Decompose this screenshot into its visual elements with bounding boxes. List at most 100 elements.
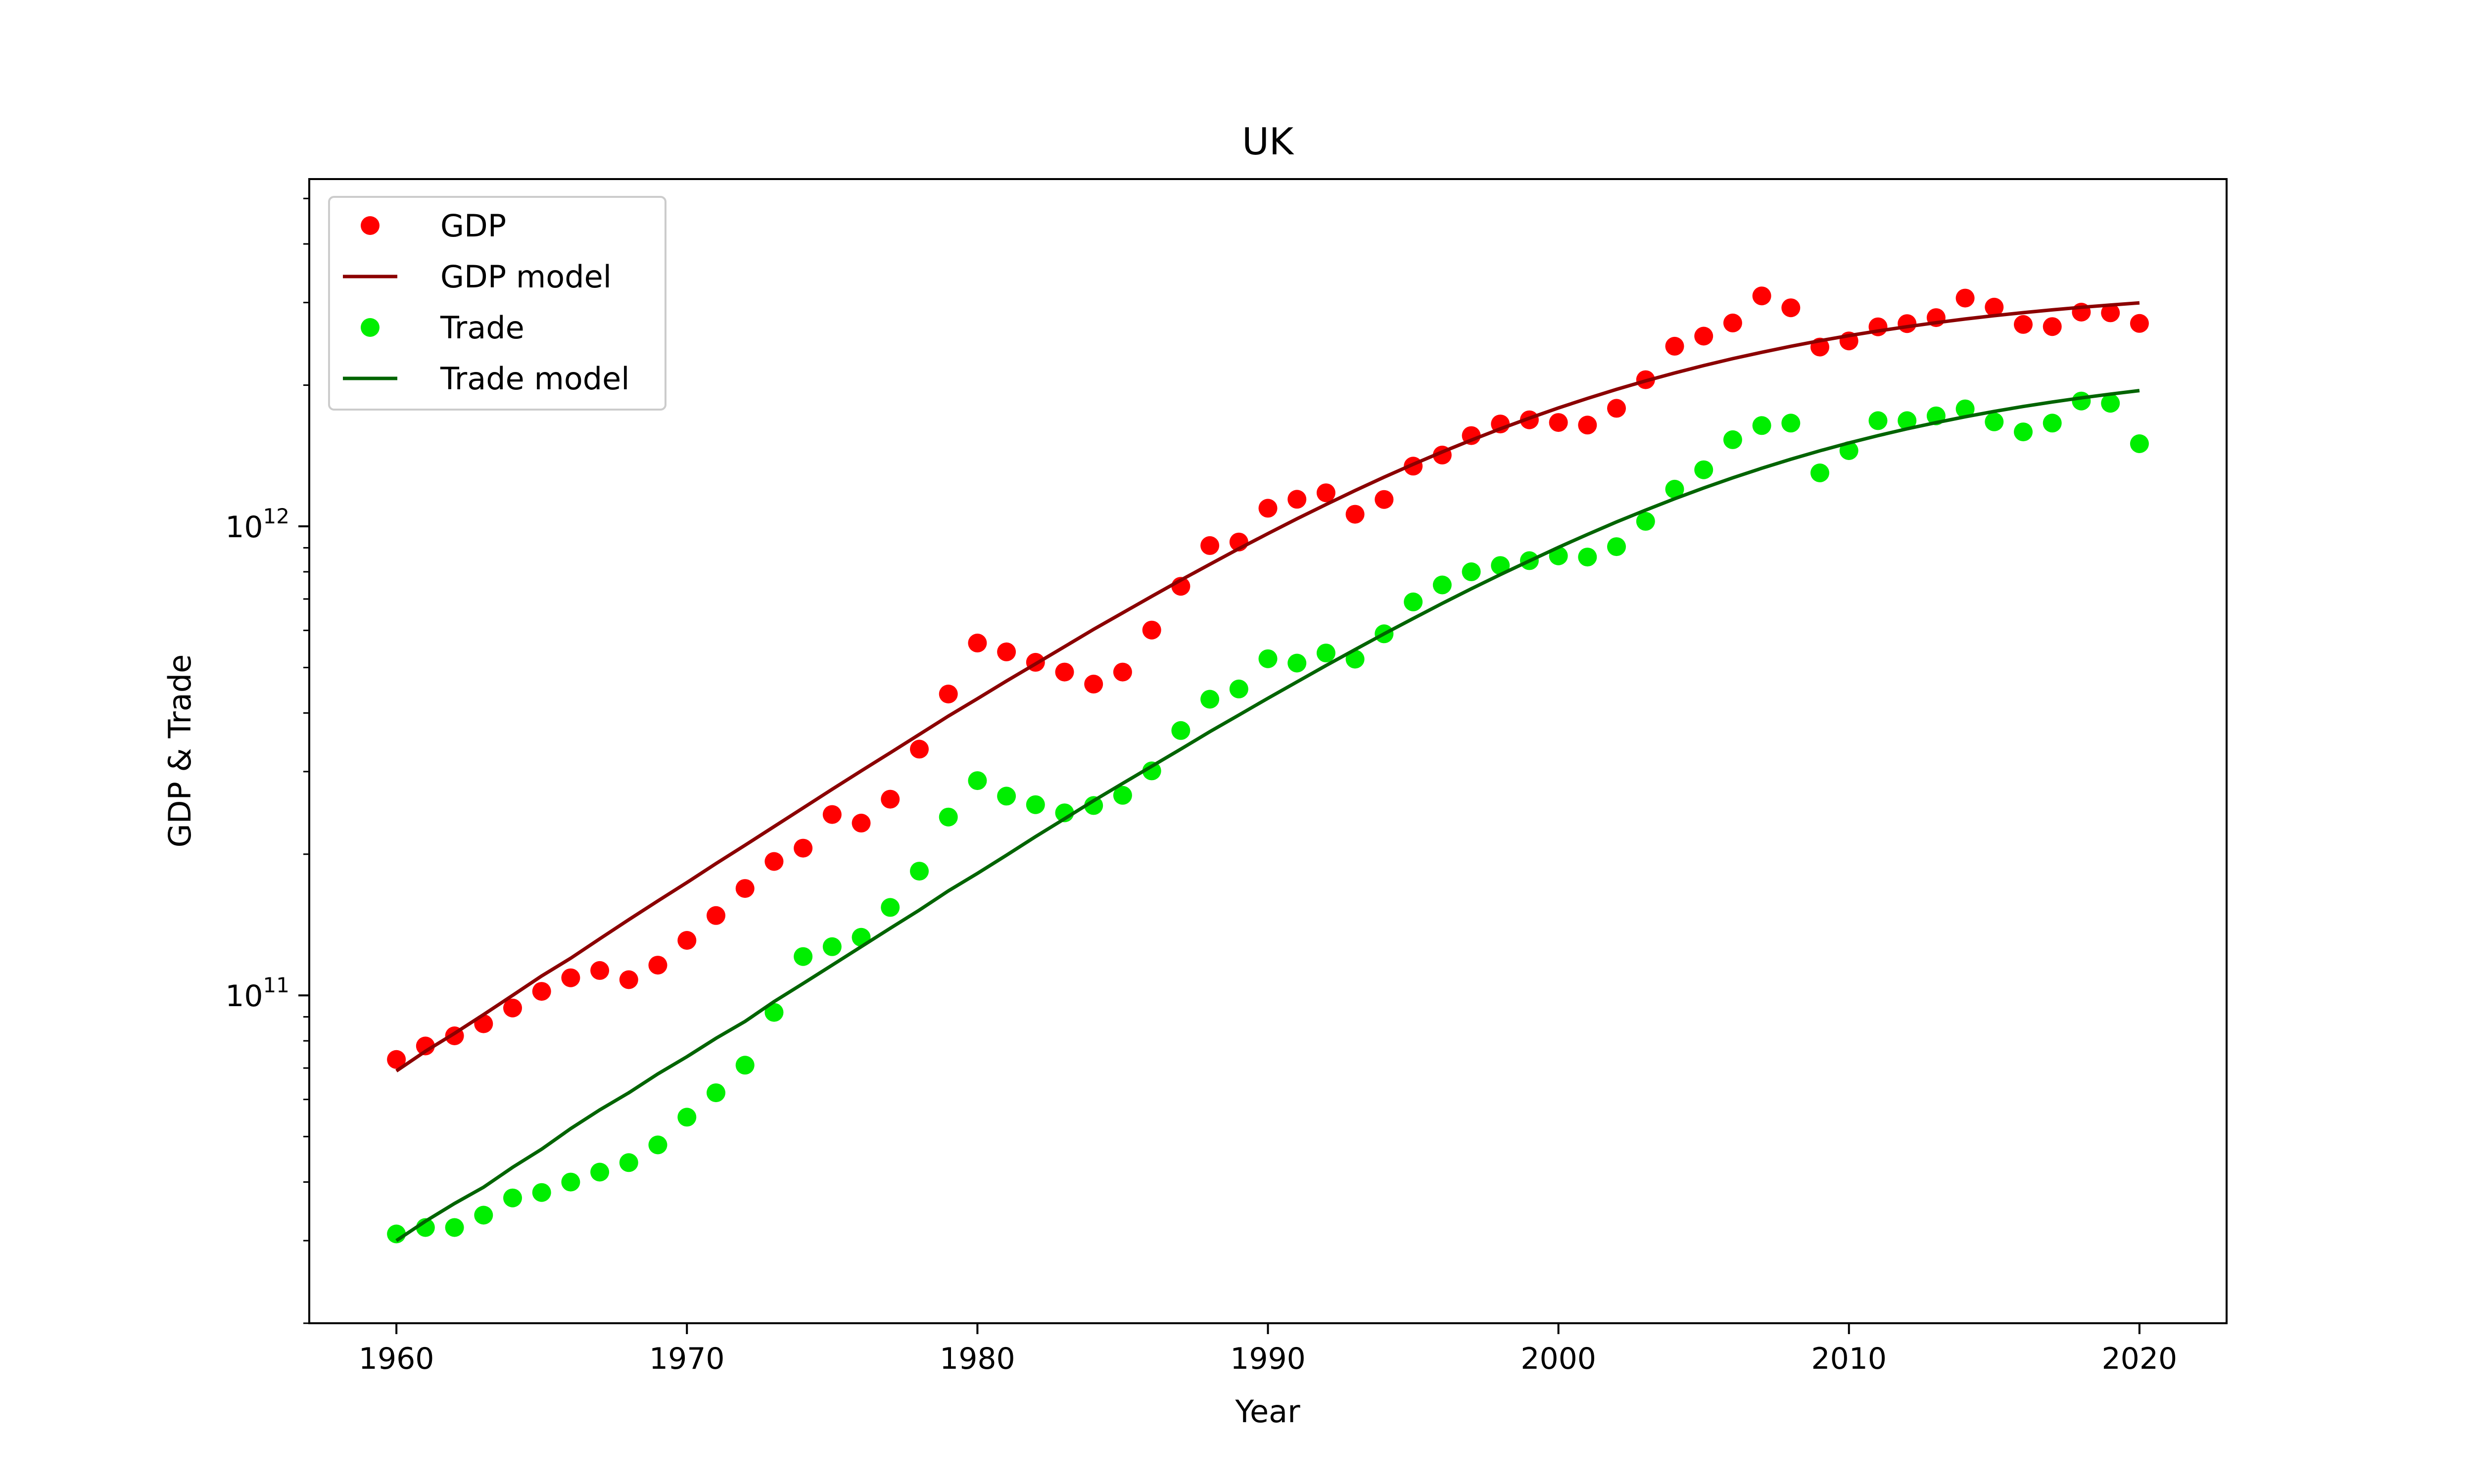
trade-point [939, 807, 958, 827]
trade-point [1898, 411, 1917, 430]
trade-point [1810, 464, 1829, 482]
trade-point [794, 947, 813, 966]
trade-point [532, 1183, 551, 1202]
x-axis-label: Year [1235, 1393, 1300, 1430]
trade-point [1665, 479, 1684, 499]
x-tick-label: 1970 [649, 1342, 725, 1376]
x-tick-label: 2000 [1521, 1342, 1596, 1376]
gdp-point [707, 906, 725, 925]
gdp-point [881, 789, 900, 809]
trade-point [677, 1108, 697, 1127]
trade-point [1985, 412, 2004, 431]
gdp-point [1607, 399, 1626, 418]
legend-label-trade-model: Trade model [440, 361, 630, 397]
gdp-point [822, 805, 842, 824]
gdp-point [1985, 297, 2004, 317]
trade-point [1578, 548, 1597, 567]
trade-point [2043, 414, 2062, 433]
legend-label-gdp: GDP [440, 208, 506, 244]
gdp-point [997, 642, 1016, 661]
trade-point [561, 1172, 580, 1192]
trade-point [1084, 796, 1103, 815]
trade-point [1287, 653, 1307, 673]
gdp-point [2043, 317, 2062, 336]
gdp-point [1084, 674, 1103, 694]
gdp-point [648, 956, 667, 975]
x-tick-label: 1960 [359, 1342, 434, 1376]
gdp-point [1345, 505, 1365, 524]
trade-point [1345, 649, 1365, 669]
trade-point [619, 1153, 638, 1172]
y-tick-label: 1012 [225, 504, 289, 545]
gdp-point [1781, 298, 1801, 318]
gdp-point [1578, 416, 1597, 435]
trade-point [648, 1135, 667, 1155]
gdp-point [416, 1036, 435, 1056]
chart-title: UK [1242, 120, 1294, 163]
gdp-point [387, 1050, 406, 1069]
trade-point [1316, 644, 1335, 663]
gdp-point [1752, 286, 1771, 306]
gdp-point [1694, 326, 1713, 346]
trade-point [1868, 411, 1888, 430]
gdp-point [1055, 662, 1074, 682]
gdp-point [1287, 490, 1307, 509]
trade-point [1752, 416, 1771, 435]
gdp-point [968, 633, 987, 652]
legend-swatch-trade [361, 318, 380, 337]
gdp-model-line [395, 301, 2140, 1072]
trade-point [910, 862, 929, 881]
gdp-point [561, 968, 580, 987]
gdp-point [1723, 313, 1742, 332]
gdp-point [939, 685, 958, 703]
gdp-point [2014, 315, 2033, 334]
legend-box [328, 196, 666, 411]
trade-point [881, 898, 900, 917]
trade-point [1404, 592, 1423, 611]
gdp-point [852, 813, 871, 833]
trade-point [968, 771, 987, 790]
trade-point [764, 1003, 784, 1022]
gdp-point [794, 838, 813, 858]
gdp-point [1113, 662, 1132, 682]
trade-point [590, 1162, 610, 1182]
trade-point [1200, 690, 1220, 709]
gdp-point [1375, 490, 1394, 509]
gdp-point [677, 931, 697, 950]
trade-point [2014, 422, 2033, 442]
trade-point [1955, 399, 1975, 418]
trade-point [474, 1206, 493, 1225]
trade-point [1491, 556, 1510, 575]
x-tick-label: 1990 [1230, 1342, 1306, 1376]
trade-point [1113, 786, 1132, 805]
gdp-point [1955, 288, 1975, 308]
legend-label-gdp-model: GDP model [440, 259, 612, 295]
trade-point [997, 787, 1016, 806]
legend-swatch-gdp [361, 216, 380, 235]
gdp-point [910, 740, 929, 759]
series-layer [387, 286, 2149, 1244]
gdp-point [590, 961, 610, 980]
gdp-point [1258, 499, 1278, 518]
y-axis: 1011 1012 [225, 197, 309, 1324]
x-tick-label: 2010 [1811, 1342, 1887, 1376]
trade-point [1258, 649, 1278, 668]
x-tick-label: 2020 [2102, 1342, 2178, 1376]
y-axis-label: GDP & Trade [162, 654, 198, 848]
trade-point [1026, 795, 1045, 814]
gdp-point [2101, 303, 2120, 323]
trade-point [2101, 394, 2120, 413]
trade-point [822, 937, 842, 956]
trade-point [1694, 460, 1713, 479]
trade-point [1607, 537, 1626, 556]
gdp-point [1665, 336, 1684, 356]
legend: GDP GDP model Trade Trade model [328, 196, 666, 411]
trade-point [735, 1056, 755, 1075]
trade-point [1432, 575, 1452, 595]
trade-point [1171, 721, 1190, 740]
trade-point [1781, 414, 1801, 433]
trade-model-line [395, 389, 2140, 1242]
trade-point [707, 1083, 725, 1103]
trade-point [1636, 511, 1655, 531]
